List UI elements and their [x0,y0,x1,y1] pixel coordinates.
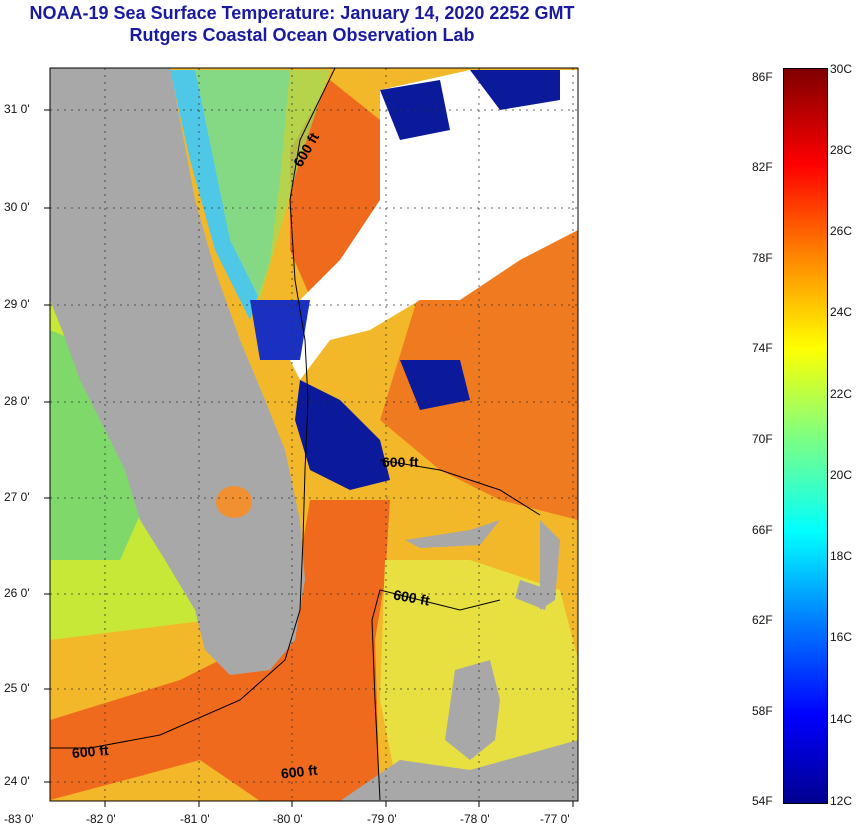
cuba-land [340,740,578,801]
colorbar-c-label: 28C [830,143,853,157]
andros-island [445,660,500,760]
colorbar-c-label: 12C [830,794,853,808]
colorbar-f-label: 62F [752,613,773,627]
colorbar-f-label: 86F [752,70,773,84]
lon-label: -81 0' [180,812,210,826]
florida-land [50,68,305,675]
lon-label: -79 0' [367,812,397,826]
lake-okeechobee [216,486,252,518]
lat-label: 30 0' [4,200,30,214]
isobath-label: 600 ft [382,454,419,470]
isobath-600ft-bahamas [371,589,501,801]
gulf-stream [50,500,390,801]
colorbar-c-label: 14C [830,712,853,726]
shelf-green [195,70,330,300]
lat-label: 25 0' [4,681,30,695]
colorbar-f-label: 78F [752,251,773,265]
cloud-cold-ne [470,70,560,110]
cloud-mass [280,70,578,380]
lat-label: 27 0' [4,490,30,504]
lat-label: 31 0' [4,102,30,116]
chart-subtitle: Rutgers Coastal Ocean Observation Lab [129,25,475,45]
colorbar-f-label: 70F [752,432,773,446]
isobath-600ft-grand-bahama [379,459,541,516]
lon-label: -77 0' [540,812,570,826]
isobath-label: 600 ft [280,762,318,782]
colorbar-f-label: 66F [752,523,773,537]
graticule [50,68,578,801]
grand-bahama [405,520,500,548]
isobath-label: 600 ft [71,742,109,761]
eleuthera-island [515,580,550,610]
lon-label: -83 0' [4,812,34,826]
colorbar-c-label: 20C [830,468,853,482]
cloud-cold-edge [295,380,390,490]
map-ticks [44,109,574,807]
colorbar-c-label: 18C [830,549,853,563]
map-frame [49,67,579,802]
cloud-cold-mid [250,300,310,360]
colorbar-f-label: 58F [752,704,773,718]
lon-label: -82 0' [86,812,116,826]
colorbar-f-label: 54F [752,794,773,808]
colorbar [783,68,828,804]
colorbar-c-label: 30C [830,62,853,76]
lat-label: 26 0' [4,586,30,600]
colorbar-c-label: 24C [830,305,853,319]
abaco-island [540,520,560,610]
chart-title: NOAA-19 Sea Surface Temperature: January… [29,3,575,23]
lon-label: -78 0' [460,812,490,826]
cloud-cold-patch [400,360,470,410]
gulf-green-band [50,330,160,560]
colorbar-c-label: 16C [830,630,853,644]
isobath-600ft-east [50,68,336,749]
isobath-label: 600 ft [392,586,431,608]
colorbar-c-label: 22C [830,387,853,401]
colorbar-c-label: 26C [830,224,853,238]
lat-label: 24 0' [4,774,30,788]
lon-label: -80 0' [273,812,303,826]
colorbar-f-label: 74F [752,341,773,355]
colorbar-f-label: 82F [752,160,773,174]
lat-label: 29 0' [4,297,30,311]
lat-label: 28 0' [4,394,30,408]
